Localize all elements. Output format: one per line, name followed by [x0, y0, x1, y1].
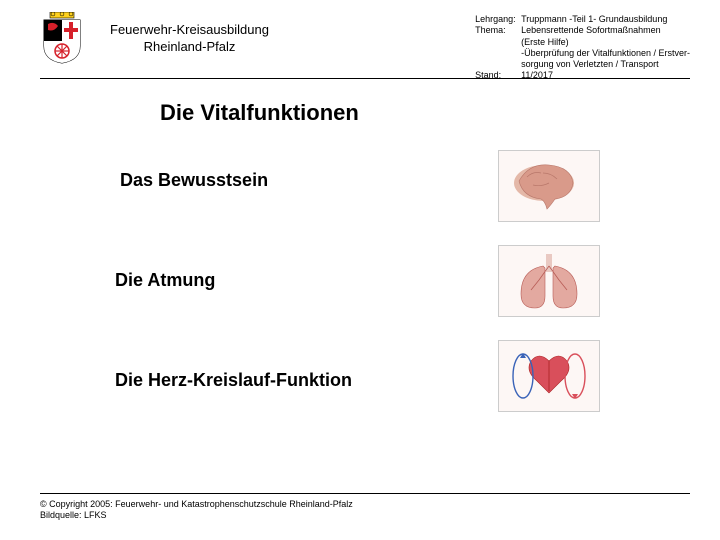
slide-title: Die Vitalfunktionen [160, 100, 359, 126]
bildquelle-text: Bildquelle: LFKS [40, 510, 353, 522]
item-bewusstsein: Das Bewusstsein [120, 170, 268, 191]
organization-name: Feuerwehr-Kreisausbildung Rheinland-Pfal… [110, 22, 269, 56]
thema-value2: (Erste Hilfe) [521, 37, 569, 48]
thema-value4: sorgung von Verletzten / Transport [521, 59, 659, 70]
thema-value3: -Überprüfung der Vitalfunktionen / Erstv… [521, 48, 690, 59]
org-line1: Feuerwehr-Kreisausbildung [110, 22, 269, 39]
brain-image [498, 150, 600, 222]
footer: © Copyright 2005: Feuerwehr- und Katastr… [40, 499, 353, 522]
lungs-image [498, 245, 600, 317]
header-rule [40, 78, 690, 79]
item-atmung: Die Atmung [115, 270, 215, 291]
footer-rule [40, 493, 690, 494]
slide: Feuerwehr-Kreisausbildung Rheinland-Pfal… [0, 0, 720, 540]
header: Feuerwehr-Kreisausbildung Rheinland-Pfal… [40, 18, 690, 78]
org-line2: Rheinland-Pfalz [110, 39, 269, 56]
thema-label: Thema: [475, 25, 521, 36]
heart-circulation-image [498, 340, 600, 412]
lehrgang-value: Truppmann -Teil 1- Grundausbildung [521, 14, 667, 25]
stand-label: Stand: [475, 70, 521, 81]
copyright-text: © Copyright 2005: Feuerwehr- und Katastr… [40, 499, 353, 511]
thema-value1: Lebensrettende Sofortmaßnahmen [521, 25, 661, 36]
stand-value: 11/2017 [521, 70, 553, 81]
lehrgang-label: Lehrgang: [475, 14, 521, 25]
item-herz: Die Herz-Kreislauf-Funktion [115, 370, 352, 391]
state-crest-icon [40, 12, 84, 64]
header-meta: Lehrgang: Truppmann -Teil 1- Grundausbil… [475, 14, 690, 82]
